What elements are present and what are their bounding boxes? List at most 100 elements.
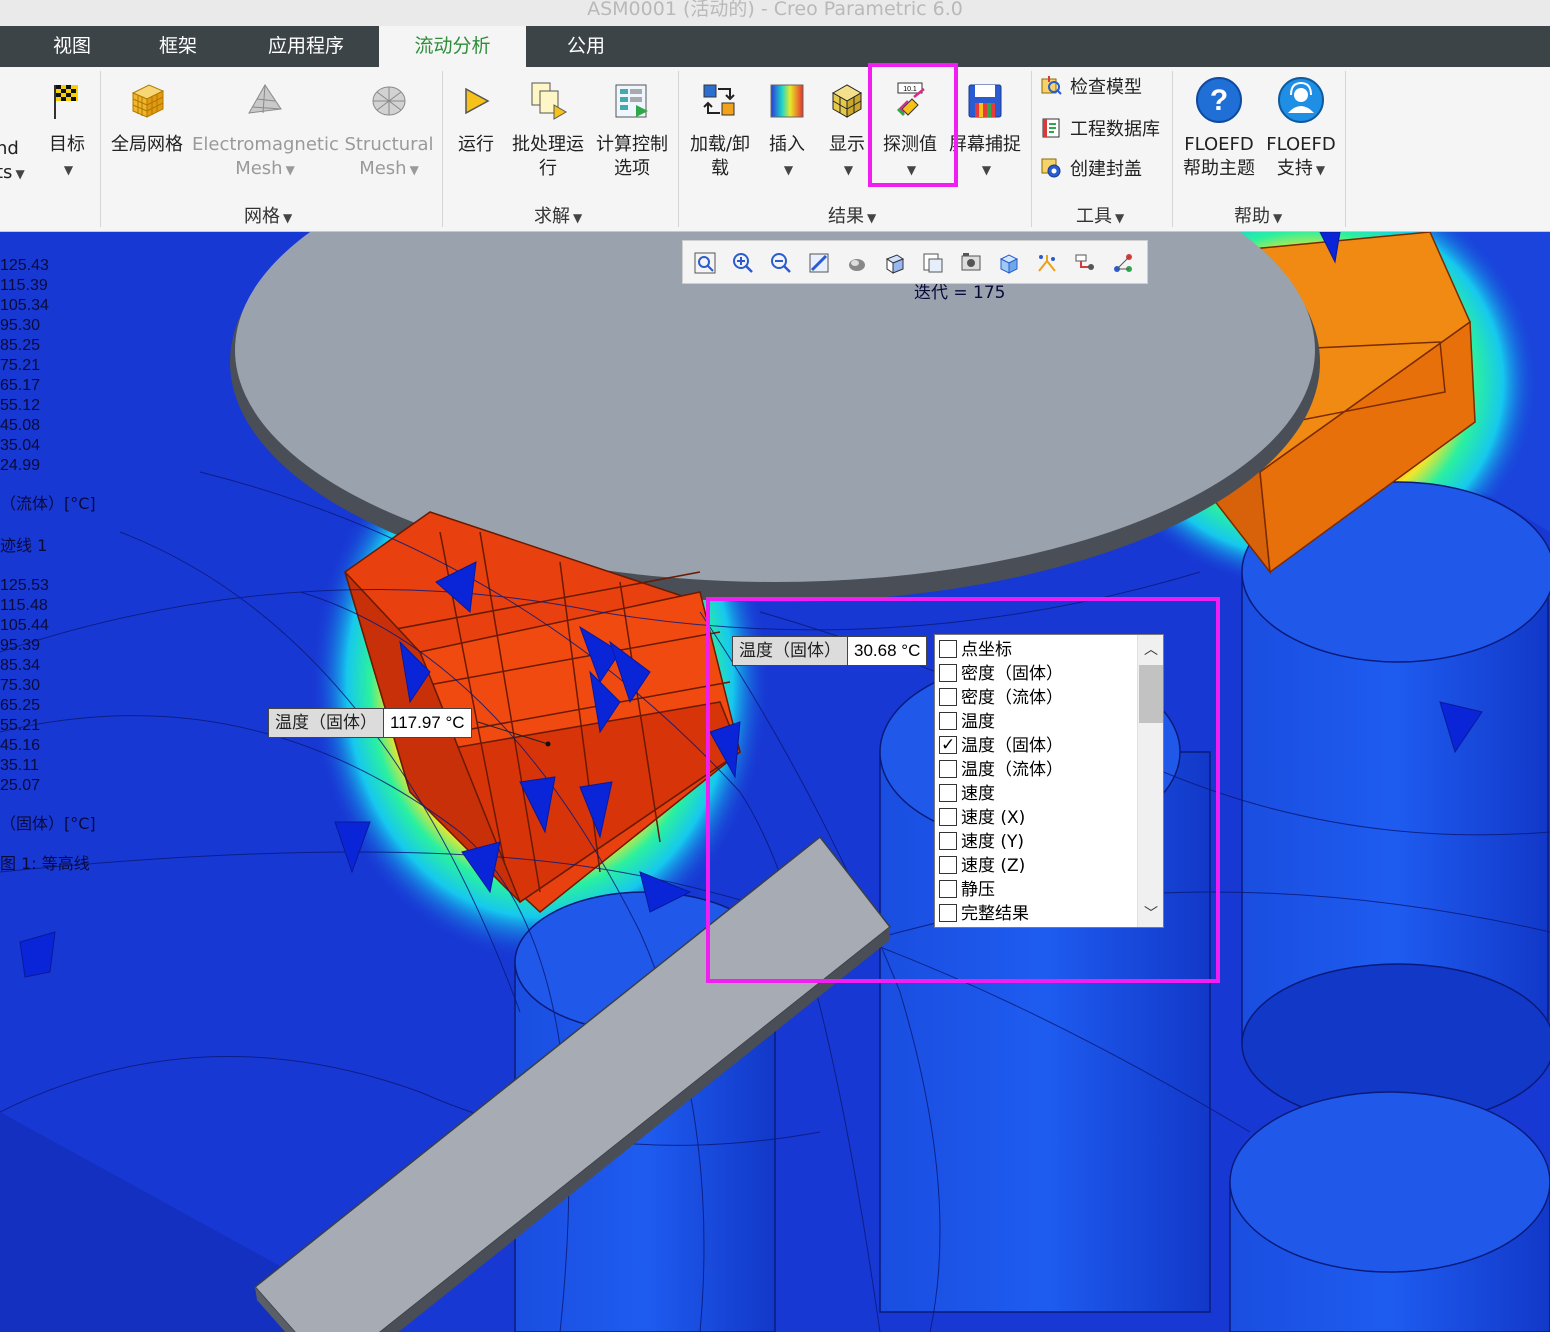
run-button[interactable]: 运行 bbox=[452, 79, 500, 157]
chevron-down-icon: ▼ bbox=[1115, 211, 1125, 225]
tab-frame[interactable]: 框架 bbox=[158, 35, 197, 57]
solve-group-label[interactable]: 求解 ▼ bbox=[534, 202, 582, 228]
model-viewport[interactable]: 迭代 = 175 125.43 115.39 105.34 95.30 85.2… bbox=[0, 232, 1550, 1332]
checkbox[interactable] bbox=[939, 760, 957, 778]
list-item[interactable]: 点坐标 bbox=[939, 638, 1012, 662]
list-item[interactable]: 速度 (X) bbox=[939, 806, 1025, 830]
structural-mesh-button[interactable]: Structural Mesh ▼ bbox=[344, 79, 434, 182]
screen-capture-button[interactable]: 屏幕捕捉 ▼ bbox=[948, 79, 1022, 182]
display-style-icon[interactable] bbox=[845, 251, 869, 275]
section-view-icon[interactable] bbox=[997, 251, 1021, 275]
checkbox[interactable] bbox=[939, 688, 957, 706]
tab-utilities[interactable]: 公用 bbox=[566, 35, 605, 57]
list-item[interactable]: 温度（流体） bbox=[939, 758, 1063, 782]
floefd-support-button[interactable]: FLOEFD 支持 ▼ bbox=[1262, 75, 1340, 182]
probe-parameter-list[interactable]: 点坐标 密度（固体） 密度（流体） 温度 温度（固体） 温度（流体） 速度 速度… bbox=[934, 634, 1164, 928]
tab-view[interactable]: 视图 bbox=[52, 35, 91, 57]
checkbox[interactable] bbox=[939, 640, 957, 658]
chevron-down-icon: ▼ bbox=[1315, 163, 1326, 177]
calculation-control-options-button[interactable]: 计算控制 选项 bbox=[594, 79, 670, 181]
checkbox[interactable] bbox=[939, 880, 957, 898]
check-model-button[interactable]: 检查模型 bbox=[1040, 73, 1142, 103]
mesh-group-label[interactable]: 网格 ▼ bbox=[244, 202, 292, 228]
em-mesh-icon bbox=[248, 84, 282, 114]
checkbox[interactable] bbox=[939, 856, 957, 874]
support-person-icon bbox=[1278, 77, 1324, 123]
scrollbar-thumb[interactable] bbox=[1139, 665, 1163, 723]
checkbox[interactable] bbox=[939, 664, 957, 682]
zoom-out-icon[interactable] bbox=[769, 251, 793, 275]
floefd-help-topics-button[interactable]: ? FLOEFD 帮助主题 bbox=[1180, 75, 1258, 181]
em-mesh-line1: Electromagnetic bbox=[192, 134, 339, 155]
view-manager-icon[interactable] bbox=[921, 251, 945, 275]
list-item[interactable]: 密度（固体） bbox=[939, 662, 1063, 686]
list-item[interactable]: 温度（固体） bbox=[939, 733, 1063, 758]
probe-button[interactable]: 10.1 探测值 ▼ bbox=[878, 79, 942, 182]
batch-run-button[interactable]: 批处理运 行 bbox=[508, 79, 588, 181]
floefd-support-line2: 支持 bbox=[1276, 158, 1313, 179]
tab-applications[interactable]: 应用程序 bbox=[267, 35, 344, 57]
load-unload-button[interactable]: 加载/卸 载 bbox=[686, 79, 754, 181]
list-item[interactable]: 静压 bbox=[939, 878, 995, 902]
saved-orientations-icon[interactable] bbox=[883, 251, 907, 275]
electromagnetic-mesh-button[interactable]: Electromagnetic Mesh ▼ bbox=[192, 79, 339, 182]
list-item-label: 速度 (Y) bbox=[961, 832, 1025, 852]
load-unload-line2: 载 bbox=[711, 158, 729, 179]
scroll-up-icon[interactable]: ︿ bbox=[1144, 642, 1158, 658]
chevron-down-icon: ▼ bbox=[1273, 211, 1283, 225]
tab-flow-analysis[interactable]: 流动分析 bbox=[379, 26, 526, 67]
flow-field-render bbox=[0, 232, 1550, 1332]
list-item[interactable]: 速度 bbox=[939, 782, 995, 806]
scroll-down-icon[interactable]: ﹀ bbox=[1144, 906, 1158, 922]
zoom-in-icon[interactable] bbox=[731, 251, 755, 275]
list-item[interactable]: 温度 bbox=[939, 710, 995, 734]
list-item-label: 密度（流体） bbox=[961, 688, 1063, 708]
help-group-label[interactable]: 帮助 ▼ bbox=[1234, 202, 1282, 228]
repaint-icon[interactable] bbox=[807, 251, 831, 275]
checkbox[interactable] bbox=[939, 904, 957, 922]
datum-display-icon[interactable] bbox=[1035, 251, 1059, 275]
checkbox[interactable] bbox=[939, 712, 957, 730]
structural-mesh-line1: Structural bbox=[344, 134, 434, 155]
engineering-database-button[interactable]: 工程数据库 bbox=[1040, 115, 1160, 145]
legend-value: 55.21 bbox=[0, 717, 41, 734]
check-model-icon bbox=[1041, 76, 1062, 95]
tools-group-text: 工具 bbox=[1076, 206, 1112, 227]
title-bar: ASM0001 (活动的) - Creo Parametric 6.0 bbox=[0, 0, 1550, 26]
list-item[interactable]: 密度（流体） bbox=[939, 686, 1063, 710]
legend-subtitle: 迹线 1 bbox=[0, 536, 48, 555]
legend-value: 85.34 bbox=[0, 657, 41, 674]
list-scrollbar[interactable]: ︿ ﹀ bbox=[1137, 635, 1163, 927]
legend-title: （流体）[°C] bbox=[0, 494, 96, 513]
global-mesh-button[interactable]: 全局网格 bbox=[108, 79, 186, 157]
list-item[interactable]: 速度 (Y) bbox=[939, 830, 1024, 854]
insert-button[interactable]: 插入 ▼ bbox=[762, 79, 812, 182]
legend-value: 24.99 bbox=[0, 457, 41, 474]
checkbox-checked[interactable] bbox=[939, 733, 957, 757]
partial-left-line2: ts bbox=[0, 162, 13, 183]
group-divider bbox=[442, 71, 443, 227]
create-lid-button[interactable]: 创建封盖 bbox=[1040, 155, 1142, 185]
perspective-view-icon[interactable] bbox=[959, 251, 983, 275]
legend-value: 95.30 bbox=[0, 317, 41, 334]
refit-icon[interactable] bbox=[693, 251, 717, 275]
checkbox[interactable] bbox=[939, 832, 957, 850]
partial-left-button[interactable]: nd ts▼ bbox=[0, 137, 36, 186]
results-group-label[interactable]: 结果 ▼ bbox=[828, 202, 876, 228]
checkbox[interactable] bbox=[939, 784, 957, 802]
goals-button[interactable]: 目标 ▼ bbox=[44, 79, 90, 182]
display-button[interactable]: 显示 ▼ bbox=[822, 79, 872, 182]
spin-center-icon[interactable] bbox=[1111, 251, 1135, 275]
tools-group-label[interactable]: 工具 ▼ bbox=[1076, 202, 1124, 228]
list-item[interactable]: 完整结果 bbox=[939, 902, 1029, 926]
checkbox[interactable] bbox=[939, 808, 957, 826]
probe-result-tag[interactable]: 温度（固体） 30.68 °C bbox=[732, 636, 928, 666]
annotation-display-icon[interactable] bbox=[1073, 251, 1097, 275]
probe-result-tag[interactable]: 温度（固体） 117.97 °C bbox=[268, 708, 472, 738]
batch-run-icon bbox=[531, 82, 567, 120]
color-gradient-icon bbox=[770, 84, 804, 118]
list-item[interactable]: 速度 (Z) bbox=[939, 854, 1025, 878]
legend-title: （固体）[°C] bbox=[0, 814, 96, 833]
list-item-label: 静压 bbox=[961, 880, 995, 900]
chevron-down-icon: ▼ bbox=[409, 163, 419, 177]
